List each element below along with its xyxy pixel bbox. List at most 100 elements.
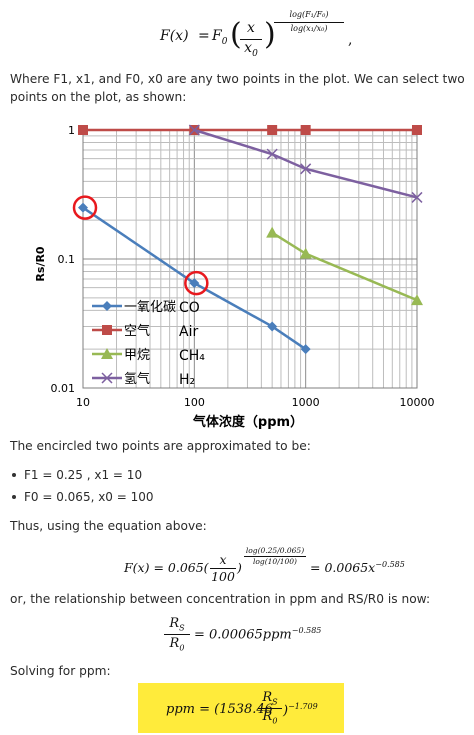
series-line-co: [82, 206, 307, 351]
y-tick-label: 0.1: [58, 253, 76, 266]
data-point-ch4: [266, 226, 279, 238]
points-list: F1 = 0.25 , x1 = 10 F0 = 0.065, x0 = 100: [10, 464, 310, 508]
equation-applied: F(x) = 0.065( x 100 ) log(0.25/0.065) lo…: [124, 544, 424, 586]
legend-marker-co: [102, 301, 112, 311]
data-point-ch4: [299, 247, 312, 259]
bullet-text-f0: F0 = 0.065, x0 = 100: [24, 490, 154, 504]
data-point-h2-stroke: [300, 163, 312, 175]
chart-grid: [82, 130, 417, 389]
legend-label-co: CO: [179, 300, 200, 316]
chart-svg: 10 100 1000 10000 1 0.1 0.01 一氧化碳 CO 空气 Air 甲烷 CH₄ 氢…: [28, 116, 450, 438]
highlight-circle: [72, 195, 98, 220]
eq4-rparen: )−1.709: [283, 702, 318, 719]
data-point-h2: [411, 191, 423, 203]
y-axis-label: Rs/R0: [34, 246, 47, 282]
legend-name-co: 一氧化碳: [124, 300, 176, 315]
eq1-f0: F0: [212, 28, 228, 47]
legend-label-air: Air: [179, 324, 198, 340]
legend-name-ch4: 甲烷: [124, 348, 150, 363]
eq1-lhs: F(x): [160, 28, 189, 44]
data-point-co: [189, 278, 200, 289]
series-line-h2: [193, 128, 418, 199]
data-point-co: [78, 202, 88, 213]
data-point-ch4: [411, 294, 423, 306]
data-point-air: [300, 125, 311, 135]
legend-label-h2: H₂: [179, 372, 195, 388]
y-tick-label: 0.01: [51, 382, 76, 395]
eq4-frac-den: R0: [262, 709, 278, 726]
intro-paragraph: Where F1, x1, and F0, x0 are any two poi…: [10, 72, 465, 104]
data-point-air: [267, 125, 278, 135]
eq3-frac-bar: [164, 634, 190, 635]
highlight-circle: [184, 270, 209, 296]
data-point-h2-stroke: [266, 148, 278, 160]
chart-series: [78, 124, 423, 355]
legend-marker-h2: [101, 372, 113, 384]
bullet-text-f1: F1 = 0.25 , x1 = 10: [24, 468, 143, 482]
data-point-h2-stroke: [188, 124, 200, 136]
eq2-exp-num: log(0.25/0.065): [245, 546, 305, 555]
data-point-co: [300, 344, 311, 355]
data-point-air: [78, 125, 88, 135]
highlight-box: [138, 683, 344, 733]
eq1-frac-num: x: [247, 20, 255, 36]
x-tick-label: 100: [184, 396, 205, 409]
eq3-frac-den: R0: [169, 636, 185, 653]
x-tick-label: 10: [76, 396, 90, 409]
eq4-frac-num: RS: [262, 690, 278, 707]
eq2-exp-den: log(10/100): [253, 557, 297, 566]
eq1-frac-bar: [240, 39, 262, 40]
legend-marker-ch4: [101, 348, 113, 359]
eq1-exp-bar: [274, 22, 344, 23]
equation-solved: ppm = (1538.46 RS R0 )−1.709: [166, 688, 336, 730]
list-item: F0 = 0.065, x0 = 100: [10, 486, 310, 508]
data-point-h2: [188, 124, 200, 136]
data-point-co: [267, 321, 278, 332]
eq2-lhs: F(x) = 0.065(: [124, 560, 209, 575]
eq1-frac-den: x0: [244, 40, 258, 59]
eq2-rparen: ): [237, 560, 242, 575]
bullet-dot-icon: [12, 495, 16, 499]
relationship-paragraph: or, the relationship between concentrati…: [10, 592, 431, 606]
chart-highlight-circles: [72, 195, 209, 296]
eq1-exp-num: log(F₁/F₀): [289, 10, 329, 19]
legend-label-ch4: CH₄: [179, 348, 205, 364]
sensitivity-chart: 10 100 1000 10000 1 0.1 0.01 一氧化碳 CO 空气 Air 甲烷 CH₄ 氢…: [28, 116, 450, 438]
legend-marker-h2-stroke: [101, 372, 113, 384]
eq1-rparen: ): [264, 17, 276, 52]
y-tick-label: 1: [68, 124, 75, 137]
legend-marker-air: [102, 325, 112, 335]
encircled-paragraph: The encircled two points are approximate…: [10, 439, 311, 453]
solving-paragraph: Solving for ppm:: [10, 664, 111, 678]
equation-general: F(x) = F0 ( x x0 ) log(F₁/F₀) log(x₁/x₀)…: [160, 6, 360, 62]
bullet-dot-icon: [12, 473, 16, 477]
legend-name-h2: 氢气: [124, 371, 150, 387]
chart-background: [28, 116, 450, 438]
eq1-lparen: (: [230, 17, 242, 52]
eq1-exp-den: log(x₁/x₀): [290, 24, 328, 33]
thus-paragraph: Thus, using the equation above:: [10, 519, 207, 533]
legend-name-air: 空气: [124, 323, 150, 339]
chart-legend: 一氧化碳 CO 空气 Air 甲烷 CH₄ 氢气 H₂: [92, 300, 205, 388]
x-tick-label: 10000: [400, 396, 435, 409]
chart-tick-labels: 10 100 1000 10000 1 0.1 0.01: [51, 124, 435, 409]
data-point-h2-stroke: [411, 191, 423, 203]
eq3-frac-num: RS: [169, 616, 185, 633]
data-point-air: [412, 125, 422, 135]
eq2-frac-bar: [210, 568, 236, 569]
eq1-equals: =: [198, 28, 210, 44]
eq4-lhs: ppm = (1538.46: [166, 702, 273, 717]
eq3-rhs: = 0.00065ppm−0.585: [194, 626, 322, 643]
x-axis-label: 气体浓度（ppm）: [193, 414, 303, 430]
data-point-h2: [266, 148, 278, 160]
eq4-frac-bar: [258, 708, 282, 709]
eq1-comma: ,: [348, 32, 353, 48]
eq2-frac-num: x: [219, 552, 227, 567]
eq2-exp-bar: [244, 556, 306, 557]
eq2-frac-den: 100: [211, 569, 235, 584]
x-tick-label: 1000: [292, 396, 320, 409]
equation-ratio: RS R0 = 0.00065ppm−0.585: [164, 612, 364, 656]
data-point-h2: [300, 163, 312, 175]
list-item: F1 = 0.25 , x1 = 10: [10, 464, 310, 486]
eq2-rhs: = 0.0065x−0.585: [310, 560, 405, 576]
